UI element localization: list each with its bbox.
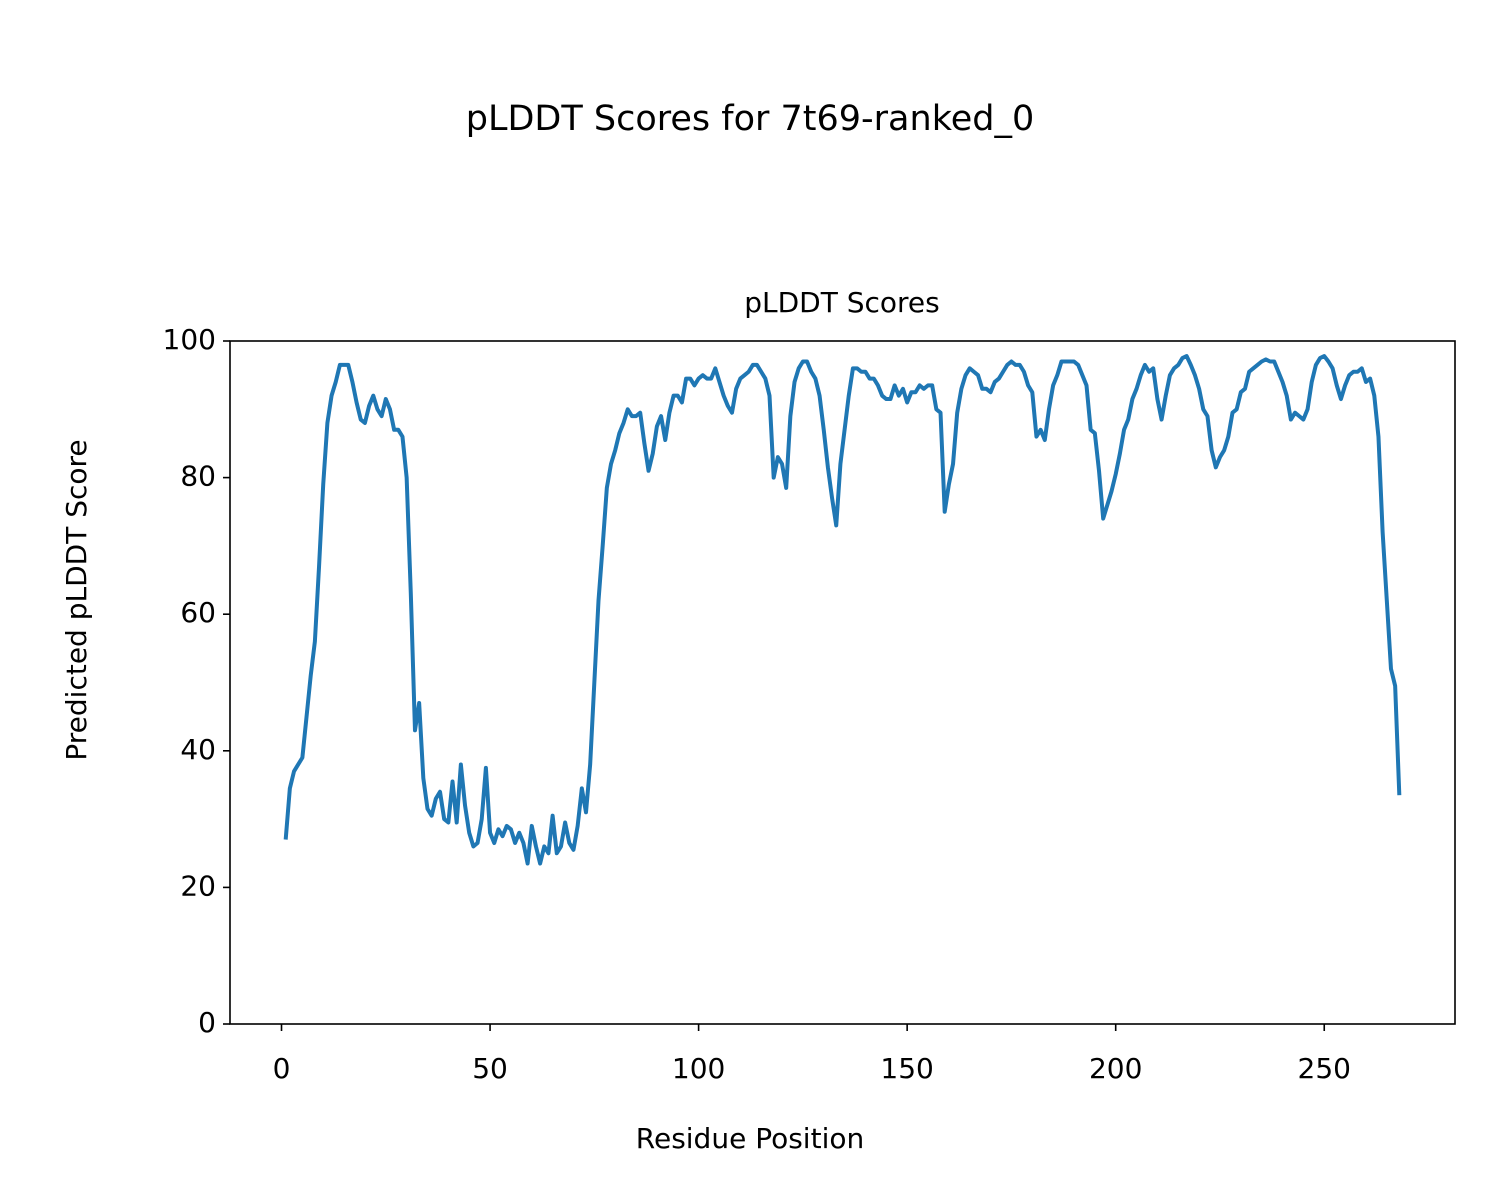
x-tick-label: 150 <box>880 1052 933 1085</box>
x-tick-label: 0 <box>273 1052 291 1085</box>
chart-title: pLDDT Scores for 7t69-ranked_0 <box>466 99 1034 139</box>
x-tick-label: 50 <box>472 1052 508 1085</box>
axes-title: pLDDT Scores <box>744 286 940 319</box>
y-tick-label: 100 <box>163 323 216 356</box>
x-tick-label: 250 <box>1298 1052 1351 1085</box>
x-tick-label: 200 <box>1089 1052 1142 1085</box>
axes-frame <box>229 340 1456 1025</box>
data-line <box>283 354 1402 866</box>
y-tick-label: 40 <box>180 733 216 766</box>
y-tick-label: 80 <box>180 460 216 493</box>
x-tick-label: 100 <box>672 1052 725 1085</box>
y-tick-label: 0 <box>198 1006 216 1039</box>
y-axis-label: Predicted pLDDT Score <box>60 439 93 760</box>
x-axis-label: Residue Position <box>636 1122 864 1155</box>
y-tick-label: 60 <box>180 596 216 629</box>
y-tick-label: 20 <box>180 869 216 902</box>
